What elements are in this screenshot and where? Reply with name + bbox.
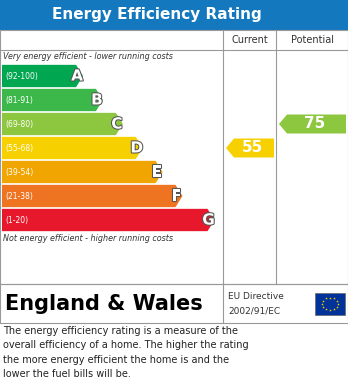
Text: Potential: Potential <box>291 35 333 45</box>
Bar <box>315 292 345 314</box>
Text: 75: 75 <box>304 117 325 131</box>
Text: Current: Current <box>231 35 268 45</box>
Polygon shape <box>226 138 274 158</box>
Text: B: B <box>91 93 103 108</box>
Text: F: F <box>171 188 182 203</box>
Text: Energy Efficiency Rating: Energy Efficiency Rating <box>52 7 261 23</box>
Bar <box>0 284 348 323</box>
Polygon shape <box>2 113 123 135</box>
Polygon shape <box>2 89 103 111</box>
Text: D: D <box>130 140 143 156</box>
Text: England & Wales: England & Wales <box>5 294 203 314</box>
Text: (92-100): (92-100) <box>5 72 38 81</box>
Bar <box>0 0 348 30</box>
Text: EU Directive: EU Directive <box>228 292 284 301</box>
Text: (21-38): (21-38) <box>5 192 33 201</box>
Polygon shape <box>2 137 143 159</box>
Polygon shape <box>2 209 214 231</box>
Polygon shape <box>279 115 346 133</box>
Text: A: A <box>71 68 83 84</box>
Text: Not energy efficient - higher running costs: Not energy efficient - higher running co… <box>3 234 173 243</box>
Text: (69-80): (69-80) <box>5 120 33 129</box>
Polygon shape <box>2 185 182 207</box>
Text: Very energy efficient - lower running costs: Very energy efficient - lower running co… <box>3 52 173 61</box>
Text: (81-91): (81-91) <box>5 95 33 104</box>
Text: E: E <box>151 165 162 179</box>
Text: 2002/91/EC: 2002/91/EC <box>228 306 280 315</box>
Text: C: C <box>111 117 122 131</box>
Bar <box>0 30 348 284</box>
Text: (55-68): (55-68) <box>5 143 33 152</box>
Polygon shape <box>2 65 83 87</box>
Text: The energy efficiency rating is a measure of the
overall efficiency of a home. T: The energy efficiency rating is a measur… <box>3 326 248 379</box>
Text: (39-54): (39-54) <box>5 167 33 176</box>
Text: G: G <box>202 212 215 228</box>
Text: 55: 55 <box>242 140 263 156</box>
Polygon shape <box>2 161 163 183</box>
Text: (1-20): (1-20) <box>5 215 28 224</box>
